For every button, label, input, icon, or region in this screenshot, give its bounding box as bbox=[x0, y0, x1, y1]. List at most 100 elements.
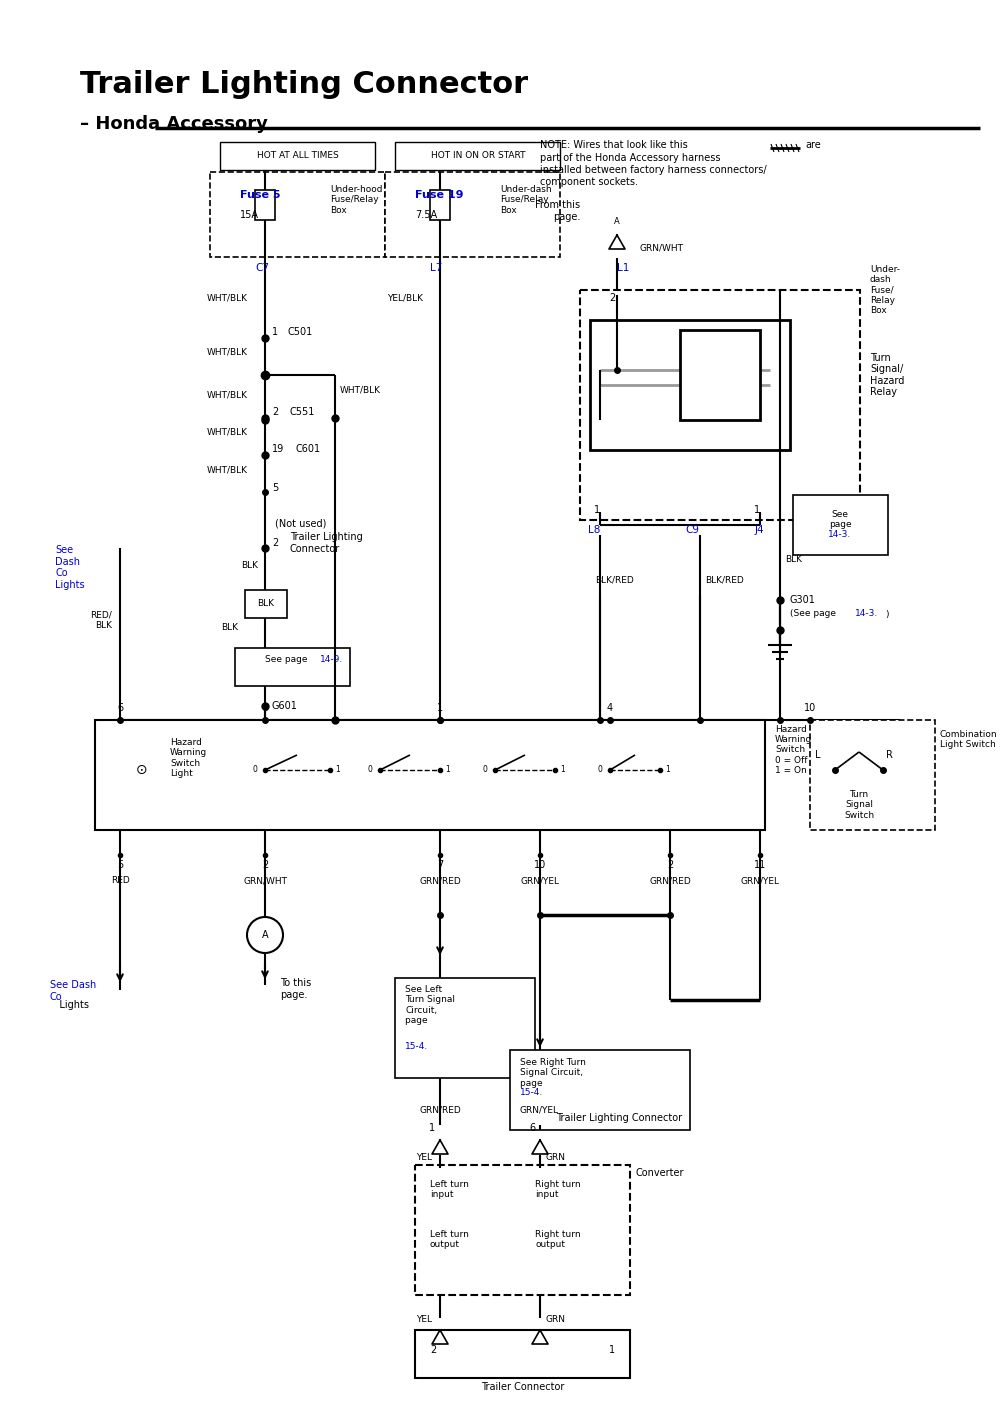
Text: 1: 1 bbox=[272, 327, 278, 337]
Text: Combination
Light Switch: Combination Light Switch bbox=[940, 730, 998, 749]
Bar bbox=[590, 320, 790, 450]
Text: See
page: See page bbox=[829, 510, 851, 540]
Text: C551: C551 bbox=[290, 407, 315, 417]
Text: 19: 19 bbox=[272, 444, 284, 454]
Bar bbox=[395, 141, 560, 170]
Text: are: are bbox=[805, 140, 821, 150]
Text: Left turn
output: Left turn output bbox=[430, 1230, 469, 1250]
Text: 0: 0 bbox=[597, 765, 602, 775]
Text: C501: C501 bbox=[288, 327, 313, 337]
Text: L7: L7 bbox=[430, 263, 442, 273]
Text: Fuse 19: Fuse 19 bbox=[415, 189, 464, 199]
Text: L: L bbox=[815, 749, 820, 759]
Text: G601: G601 bbox=[272, 701, 298, 711]
Text: NOTE: Wires that look like this: NOTE: Wires that look like this bbox=[540, 140, 688, 150]
Text: 0: 0 bbox=[367, 765, 372, 775]
Text: 7.5A: 7.5A bbox=[415, 211, 437, 221]
Text: ⊙: ⊙ bbox=[136, 764, 148, 778]
Text: BLK: BLK bbox=[258, 600, 274, 608]
Text: GRN: GRN bbox=[545, 1154, 565, 1162]
Text: GRN/YEL: GRN/YEL bbox=[520, 1106, 559, 1114]
Text: GRN/RED: GRN/RED bbox=[649, 877, 691, 885]
Bar bbox=[793, 495, 888, 556]
Bar bbox=[245, 590, 287, 618]
Text: part of the Honda Accessory harness: part of the Honda Accessory harness bbox=[540, 153, 720, 163]
Text: 2: 2 bbox=[609, 293, 615, 303]
Text: 1: 1 bbox=[665, 765, 670, 775]
Text: 1: 1 bbox=[609, 1345, 615, 1355]
Text: 5: 5 bbox=[117, 860, 123, 870]
Text: BLK: BLK bbox=[221, 624, 238, 632]
Text: Right turn
input: Right turn input bbox=[535, 1181, 581, 1199]
Text: Hazard
Warning
Switch
Light: Hazard Warning Switch Light bbox=[170, 738, 207, 778]
Text: Hazard
Warning
Switch
0 = Off
1 = On: Hazard Warning Switch 0 = Off 1 = On bbox=[775, 725, 812, 775]
Bar bbox=[220, 141, 375, 170]
Text: (See page: (See page bbox=[790, 609, 839, 618]
Text: 2: 2 bbox=[272, 537, 278, 549]
Text: 1: 1 bbox=[335, 765, 340, 775]
Text: 0: 0 bbox=[252, 765, 257, 775]
Text: GRN/RED: GRN/RED bbox=[419, 877, 461, 885]
Text: Trailer Lighting Connector: Trailer Lighting Connector bbox=[80, 71, 528, 99]
Text: BLK: BLK bbox=[785, 556, 802, 564]
Text: 1: 1 bbox=[445, 765, 450, 775]
Text: RED: RED bbox=[111, 877, 129, 885]
Text: 14-3.: 14-3. bbox=[828, 530, 852, 539]
Text: – Honda Accessory: – Honda Accessory bbox=[80, 115, 268, 133]
Text: component sockets.: component sockets. bbox=[540, 177, 638, 187]
Bar bbox=[680, 329, 760, 420]
Text: 14-3.: 14-3. bbox=[855, 609, 878, 618]
Text: YEL: YEL bbox=[416, 1315, 432, 1325]
Text: (Not used): (Not used) bbox=[275, 519, 326, 529]
Text: See Right Turn
Signal Circuit,
page: See Right Turn Signal Circuit, page bbox=[520, 1058, 586, 1087]
Text: To this
page.: To this page. bbox=[280, 978, 311, 1000]
Text: WHT/BLK: WHT/BLK bbox=[207, 390, 248, 400]
Text: J4: J4 bbox=[755, 525, 765, 534]
Text: GRN/WHT: GRN/WHT bbox=[243, 877, 287, 885]
Text: 11: 11 bbox=[754, 860, 766, 870]
Bar bbox=[580, 290, 860, 520]
Bar bbox=[415, 1331, 630, 1379]
Text: 7: 7 bbox=[437, 860, 443, 870]
Text: 1: 1 bbox=[594, 505, 600, 515]
Bar bbox=[810, 720, 935, 830]
Bar bbox=[235, 648, 350, 686]
Text: C9: C9 bbox=[685, 525, 699, 534]
Bar bbox=[510, 1051, 690, 1130]
Text: Left turn
input: Left turn input bbox=[430, 1181, 469, 1199]
Text: WHT/BLK: WHT/BLK bbox=[207, 427, 248, 437]
Text: 3: 3 bbox=[262, 703, 268, 713]
Text: 15A: 15A bbox=[240, 211, 259, 221]
Bar bbox=[385, 173, 560, 257]
Bar bbox=[415, 1165, 630, 1295]
Text: A: A bbox=[262, 930, 268, 940]
Text: WHT/BLK: WHT/BLK bbox=[340, 386, 381, 395]
Text: YEL: YEL bbox=[416, 1154, 432, 1162]
Text: Under-
dash
Fuse/
Relay
Box: Under- dash Fuse/ Relay Box bbox=[870, 264, 900, 315]
Text: BLK/RED: BLK/RED bbox=[595, 575, 634, 584]
Text: installed between factory harness connectors/: installed between factory harness connec… bbox=[540, 165, 767, 175]
Text: YEL/BLK: YEL/BLK bbox=[387, 294, 423, 303]
Text: 2: 2 bbox=[272, 407, 278, 417]
Text: GRN/YEL: GRN/YEL bbox=[520, 877, 560, 885]
Text: A: A bbox=[614, 218, 620, 226]
Text: Under-dash
Fuse/Relay
Box: Under-dash Fuse/Relay Box bbox=[500, 185, 552, 215]
Bar bbox=[255, 189, 275, 221]
Bar bbox=[395, 978, 535, 1077]
Text: Trailer Connector: Trailer Connector bbox=[481, 1381, 565, 1391]
Text: 14-9.: 14-9. bbox=[320, 656, 343, 665]
Text: HOT IN ON OR START: HOT IN ON OR START bbox=[431, 151, 525, 161]
Bar bbox=[210, 173, 385, 257]
Text: 15-4.: 15-4. bbox=[405, 1042, 428, 1051]
Text: GRN/YEL: GRN/YEL bbox=[740, 877, 780, 885]
Text: WHT/BLK: WHT/BLK bbox=[207, 348, 248, 356]
Text: Trailer Lighting
Connector: Trailer Lighting Connector bbox=[290, 532, 363, 554]
Text: Converter: Converter bbox=[635, 1168, 684, 1178]
Text: R: R bbox=[886, 749, 893, 759]
Text: 6: 6 bbox=[529, 1123, 535, 1133]
Text: 2: 2 bbox=[430, 1345, 436, 1355]
Text: 10: 10 bbox=[804, 703, 816, 713]
Text: GRN/WHT: GRN/WHT bbox=[640, 243, 684, 253]
Text: 6: 6 bbox=[117, 703, 123, 713]
Text: GRN: GRN bbox=[545, 1315, 565, 1325]
